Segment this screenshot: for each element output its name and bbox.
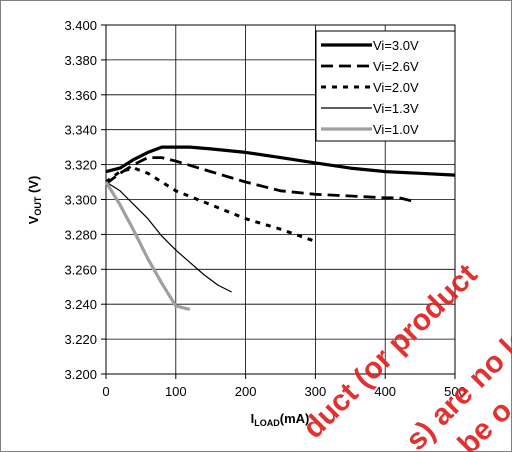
legend-label: Vi=1.0V (373, 122, 419, 137)
legend-label: Vi=1.3V (373, 101, 419, 116)
y-tick-label: 3.360 (64, 88, 97, 103)
legend-label: Vi=2.0V (373, 80, 419, 95)
y-axis-title: VOUT (V) (26, 176, 43, 225)
x-axis-title: ILOAD(mA) (251, 411, 310, 428)
series-line-Vi=1.0V (104, 181, 191, 311)
y-tick-label: 3.260 (64, 262, 97, 277)
legend-box (315, 30, 456, 142)
legend-label: Vi=2.6V (373, 59, 419, 74)
y-tick-label: 3.340 (64, 123, 97, 138)
y-tick-label: 3.240 (64, 297, 97, 312)
x-tick-label: 200 (235, 384, 257, 399)
y-tick-label: 3.280 (64, 227, 97, 242)
legend-label: Vi=3.0V (373, 38, 419, 53)
y-tick-label: 3.320 (64, 158, 97, 173)
series-line-Vi=2.6V (105, 156, 414, 203)
series-line-Vi=3.0V (105, 145, 456, 177)
y-tick-label: 3.300 (64, 193, 97, 208)
y-tick-label: 3.380 (64, 53, 97, 68)
y-tick-label: 3.200 (64, 367, 97, 382)
y-tick-label: 3.400 (64, 18, 97, 33)
series-line-Vi=1.3V (105, 181, 232, 293)
x-tick-label: 300 (305, 384, 327, 399)
x-tick-label: 400 (374, 384, 396, 399)
series-line-Vi=2.0V (105, 166, 316, 243)
x-tick-label: 500 (444, 384, 466, 399)
x-tick-label: 100 (165, 384, 187, 399)
x-tick-label: 0 (102, 384, 109, 399)
y-tick-label: 3.220 (64, 332, 97, 347)
